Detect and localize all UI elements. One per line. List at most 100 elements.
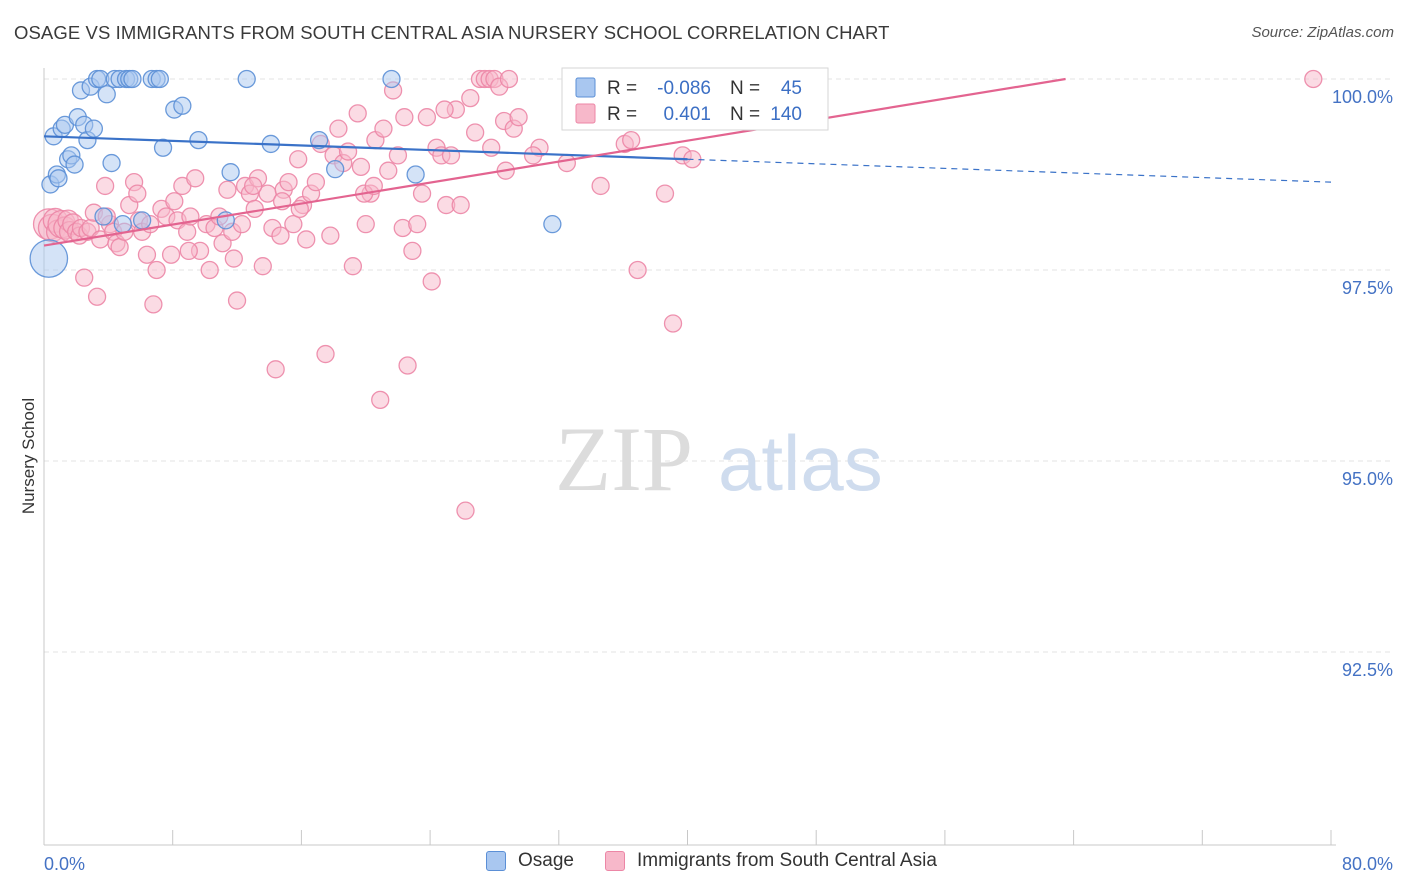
immigrants-point-139 bbox=[622, 130, 641, 150]
osage-point-40 bbox=[326, 160, 345, 179]
legend-swatch-osage bbox=[575, 77, 596, 98]
chart-source: Source: ZipAtlas.com bbox=[1251, 24, 1394, 41]
immigrants-point-100 bbox=[461, 88, 480, 108]
y-tick-label-2: 97.5% bbox=[1342, 278, 1393, 298]
immigrants-point-72 bbox=[329, 119, 348, 138]
bottom-legend: Osage Immigrants from South Central Asia bbox=[0, 850, 1406, 880]
osage-point-26 bbox=[123, 69, 142, 89]
chart-title: OSAGE VS IMMIGRANTS FROM SOUTH CENTRAL A… bbox=[14, 22, 890, 43]
osage-point-37 bbox=[237, 69, 256, 89]
legend: R = -0.086 N = 45 R = 0.401 N = 140 bbox=[561, 67, 829, 131]
osage-point-33 bbox=[173, 96, 192, 115]
legend-r-label-osage: R = bbox=[607, 78, 637, 99]
immigrants-point-61 bbox=[279, 172, 298, 192]
immigrants-point-67 bbox=[306, 172, 326, 192]
legend-n-value-osage: 45 bbox=[781, 78, 802, 99]
immigrants-point-76 bbox=[348, 104, 367, 123]
immigrants-point-137 bbox=[557, 153, 576, 173]
legend-n-label-immigrants: N = bbox=[730, 104, 760, 125]
immigrants-point-55 bbox=[253, 257, 272, 276]
trend-line-osage-extension bbox=[687, 158, 1332, 183]
immigrants-point-92 bbox=[422, 272, 441, 291]
immigrants-point-12 bbox=[75, 268, 94, 287]
immigrants-point-53 bbox=[245, 199, 264, 219]
immigrants-point-16 bbox=[87, 287, 107, 306]
immigrants-point-83 bbox=[379, 161, 398, 180]
immigrants-point-82 bbox=[374, 119, 393, 138]
immigrants-point-18 bbox=[95, 176, 115, 196]
y-axis-title: Nursery School bbox=[19, 398, 38, 514]
immigrants-point-70 bbox=[321, 226, 340, 245]
immigrants-point-89 bbox=[408, 215, 427, 234]
legend-frame bbox=[561, 67, 829, 131]
immigrants-point-65 bbox=[297, 230, 316, 249]
immigrants-point-114 bbox=[628, 260, 647, 280]
immigrants-point-78 bbox=[356, 215, 375, 234]
y-tick-label-3: 100.0% bbox=[1332, 87, 1393, 107]
osage-point-34 bbox=[189, 130, 208, 150]
immigrants-point-110 bbox=[509, 108, 528, 127]
axes bbox=[43, 68, 1336, 846]
watermark-atlas: atlas bbox=[718, 419, 883, 507]
y-tick-label-0: 92.5% bbox=[1342, 660, 1393, 680]
x-ticks bbox=[43, 830, 1332, 845]
immigrants-point-50 bbox=[232, 215, 252, 234]
osage-point-19 bbox=[97, 85, 116, 104]
osage-point-15 bbox=[84, 119, 104, 138]
osage-point-18 bbox=[94, 207, 113, 226]
immigrants-point-122 bbox=[1304, 69, 1323, 89]
osage-point-9 bbox=[65, 155, 84, 174]
immigrants-point-30 bbox=[144, 295, 163, 314]
watermark-zip: ZIP bbox=[555, 408, 693, 510]
immigrants-point-124 bbox=[128, 184, 147, 203]
immigrants-point-81 bbox=[371, 390, 390, 410]
x-tick-label-1: 80.0% bbox=[1342, 854, 1393, 874]
series-immigrants-points bbox=[32, 69, 1323, 520]
x-tick-labels: 0.0% 80.0% bbox=[44, 854, 1393, 874]
immigrants-point-138 bbox=[591, 176, 610, 196]
osage-point-43 bbox=[543, 215, 562, 234]
immigrants-point-40 bbox=[186, 169, 205, 188]
osage-point-41 bbox=[382, 69, 401, 89]
legend-r-value-immigrants: 0.401 bbox=[663, 104, 711, 125]
watermark: ZIP atlas bbox=[555, 408, 883, 510]
immigrants-point-101 bbox=[465, 123, 485, 142]
osage-point-42 bbox=[406, 165, 425, 184]
immigrants-point-31 bbox=[147, 260, 166, 280]
immigrants-point-125 bbox=[179, 241, 198, 261]
immigrants-point-34 bbox=[161, 245, 181, 264]
y-tick-labels: 92.5% 95.0% 97.5% 100.0% bbox=[1332, 87, 1393, 680]
immigrants-point-127 bbox=[243, 176, 263, 196]
immigrants-point-88 bbox=[403, 241, 422, 261]
x-tick-label-0: 0.0% bbox=[44, 854, 85, 874]
y-tick-label-1: 95.0% bbox=[1342, 469, 1393, 489]
immigrants-point-96 bbox=[441, 146, 461, 165]
immigrants-point-28 bbox=[137, 245, 157, 264]
bottom-legend-swatch-immigrants bbox=[605, 851, 625, 871]
immigrants-point-133 bbox=[435, 100, 454, 119]
immigrants-point-43 bbox=[200, 260, 219, 280]
immigrants-point-38 bbox=[178, 222, 197, 241]
legend-n-value-immigrants: 140 bbox=[770, 104, 802, 125]
immigrants-point-132 bbox=[395, 108, 414, 127]
immigrants-point-91 bbox=[417, 108, 437, 127]
legend-n-label-osage: N = bbox=[730, 78, 760, 99]
gridlines bbox=[44, 78, 1392, 653]
osage-point-0 bbox=[29, 239, 69, 278]
bottom-legend-osage: Osage bbox=[486, 850, 574, 872]
trend-lines bbox=[43, 77, 1332, 247]
trend-line-immigrants bbox=[43, 77, 1066, 247]
immigrants-point-134 bbox=[482, 138, 501, 157]
osage-point-27 bbox=[132, 211, 152, 230]
immigrants-point-116 bbox=[655, 184, 675, 203]
immigrants-point-108 bbox=[499, 69, 519, 89]
immigrants-point-69 bbox=[316, 344, 335, 364]
bottom-legend-label-immigrants: Immigrants from South Central Asia bbox=[637, 850, 937, 871]
immigrants-point-98 bbox=[451, 195, 470, 215]
immigrants-point-126 bbox=[224, 249, 243, 268]
immigrants-point-85 bbox=[388, 146, 408, 165]
immigrants-point-49 bbox=[227, 291, 247, 310]
immigrants-point-77 bbox=[351, 157, 371, 177]
legend-r-label-immigrants: R = bbox=[607, 104, 637, 125]
